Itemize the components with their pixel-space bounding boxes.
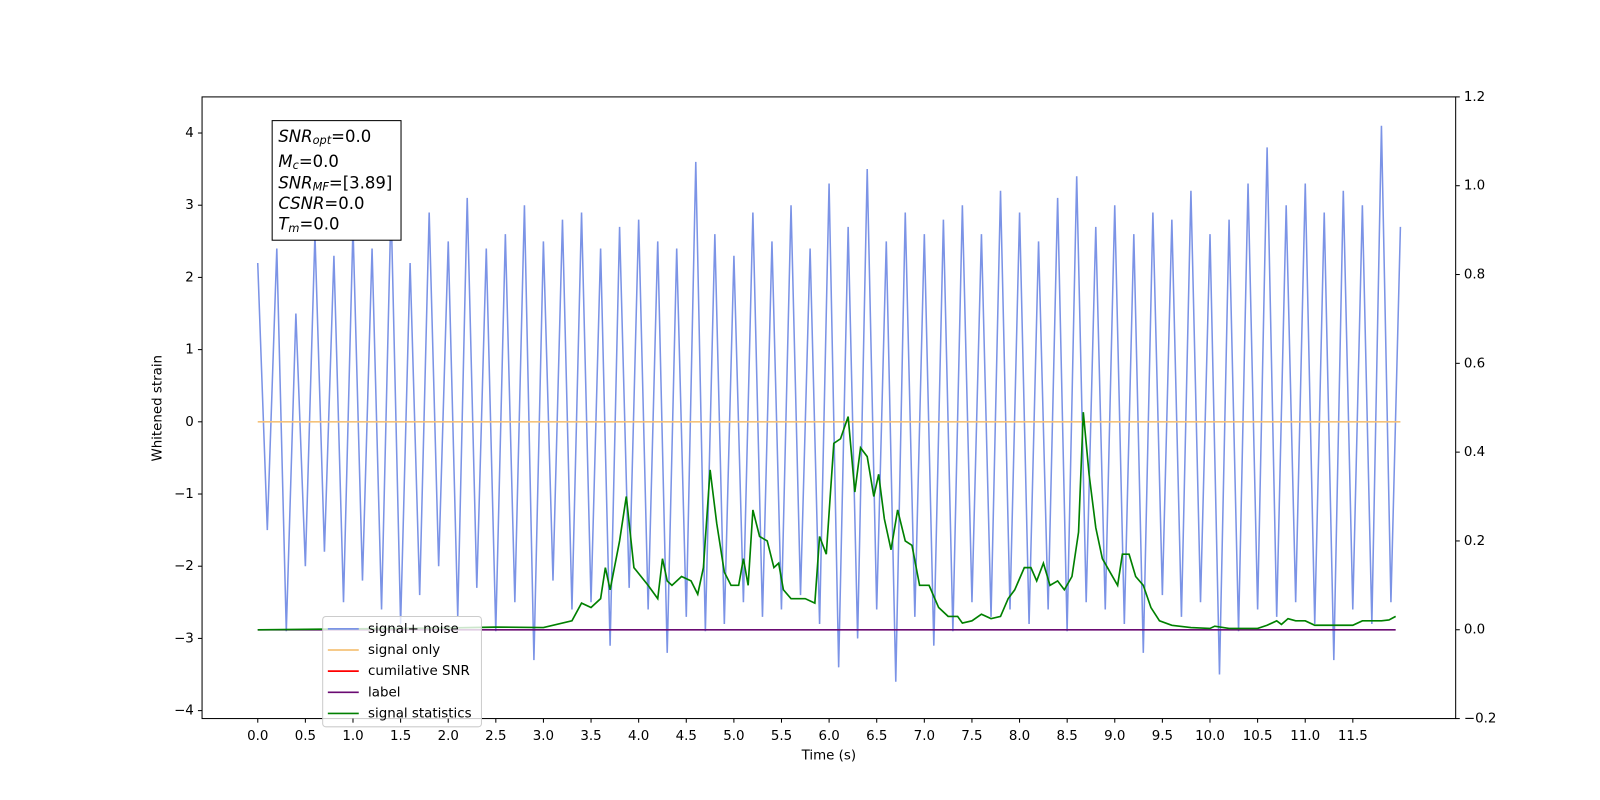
x-tick-label: 10.0 [1195, 729, 1225, 744]
annotation-main: M [278, 151, 292, 170]
annotation-main: CSNR [278, 194, 324, 213]
series-line [256, 125, 1402, 682]
y2-tick-label: 0.0 [1464, 623, 1485, 638]
x-tick-label: 6.5 [866, 729, 887, 744]
y2-tick-label: 1.0 [1464, 179, 1485, 194]
y-tick-label: 1 [185, 343, 194, 358]
x-tick-label: 4.5 [676, 729, 697, 744]
series-line [257, 412, 1397, 631]
annotation-main: T [278, 214, 290, 233]
annotation: Mc=0.0 [278, 151, 339, 172]
x-tick-label: 0.5 [295, 729, 316, 744]
y2-tick-label: 0.8 [1464, 268, 1485, 283]
x-tick-label: 11.0 [1290, 729, 1320, 744]
y-tick-label: −4 [174, 704, 194, 719]
annotation-text: =0.0 [299, 214, 339, 233]
legend-box [322, 615, 482, 728]
y-tick-label: 3 [185, 198, 194, 213]
annotation: CSNR=0.0 [278, 194, 364, 213]
x-tick-label: 1.5 [390, 729, 411, 744]
annotation-text: =[3.89] [329, 173, 392, 192]
x-tick-label: 7.5 [961, 729, 982, 744]
annotation-sub: opt [313, 133, 332, 147]
legend-label: signal+ noise [368, 622, 459, 637]
annotation-sub: c [293, 158, 300, 172]
x-tick-label: 2.5 [485, 729, 506, 744]
y2-tick-label: 0.4 [1464, 445, 1485, 460]
x-tick-label: 5.0 [723, 729, 744, 744]
y-axis-label: Whitened strain [151, 355, 166, 462]
annotation: SNRMF=[3.89] [278, 173, 392, 194]
x-tick-label: 5.5 [771, 729, 792, 744]
y-tick-label: 4 [185, 126, 194, 141]
x-tick-label: 2.0 [438, 729, 459, 744]
annotation: SNRopt=0.0 [278, 127, 371, 148]
y-tick-label: −3 [174, 631, 194, 646]
x-tick-label: 8.0 [1009, 729, 1030, 744]
x-tick-label: 1.0 [342, 729, 363, 744]
annotation-main: SNR [278, 173, 312, 192]
x-tick-label: 11.5 [1338, 729, 1368, 744]
legend-label: label [368, 685, 400, 700]
annotation-main: SNR [278, 127, 312, 146]
x-tick-label: 9.5 [1152, 729, 1173, 744]
annotation-text: =0.0 [331, 127, 371, 146]
x-tick-label: 3.0 [533, 729, 554, 744]
legend-label: signal statistics [368, 706, 472, 721]
y-tick-label: 2 [185, 270, 194, 285]
legend: signal+ noise signal only cumilative SNR la… [327, 622, 472, 721]
annotation: Tm=0.0 [278, 214, 339, 235]
x-tick-label: 6.0 [818, 729, 839, 744]
annotation-sub: m [288, 221, 299, 235]
x-tick-label: 0.0 [247, 729, 268, 744]
y2-tick-label: −0.2 [1464, 712, 1497, 727]
annotation-box [271, 120, 402, 241]
legend-label: signal only [368, 643, 440, 658]
y-tick-label: 0 [185, 415, 194, 430]
annotation-sub: MF [313, 180, 330, 194]
x-tick-label: 3.5 [580, 729, 601, 744]
annotation-text: =0.0 [299, 151, 339, 170]
annotation-text: =0.0 [324, 194, 364, 213]
x-tick-label: 9.0 [1104, 729, 1125, 744]
x-tick-label: 7.0 [914, 729, 935, 744]
y2-tick-label: 0.2 [1464, 534, 1485, 549]
y2-tick-label: 1.2 [1464, 90, 1485, 105]
y-tick-label: −1 [174, 487, 194, 502]
annotations: SNRopt=0.0Mc=0.0SNRMF=[3.89]CSNR=0.0Tm=0… [278, 127, 392, 235]
x-axis-label: Time (s) [801, 749, 856, 764]
y2-tick-label: 0.6 [1464, 356, 1485, 371]
legend-label: cumilative SNR [368, 664, 470, 679]
x-tick-label: 10.5 [1243, 729, 1273, 744]
y-tick-label: −2 [174, 559, 194, 574]
x-tick-label: 8.5 [1057, 729, 1078, 744]
x-tick-label: 4.0 [628, 729, 649, 744]
